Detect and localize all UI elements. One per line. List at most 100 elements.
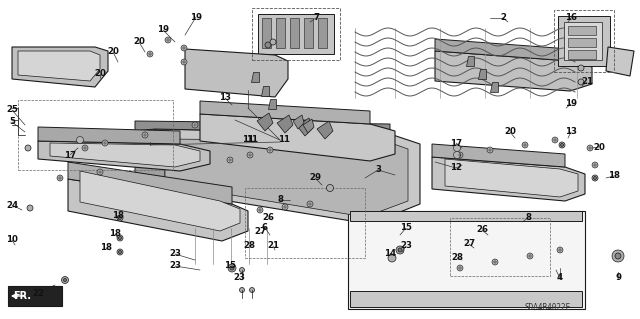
Polygon shape — [435, 51, 592, 91]
Circle shape — [230, 266, 234, 270]
Circle shape — [239, 287, 244, 293]
Polygon shape — [80, 171, 240, 231]
Text: 23: 23 — [400, 241, 412, 250]
Text: 19: 19 — [157, 26, 169, 34]
Bar — [290, 18, 299, 48]
Polygon shape — [68, 162, 232, 204]
Circle shape — [192, 122, 198, 128]
Bar — [262, 18, 271, 48]
Circle shape — [593, 176, 596, 180]
Polygon shape — [12, 47, 108, 87]
Circle shape — [454, 152, 461, 159]
Text: 21: 21 — [267, 241, 279, 250]
Text: 11: 11 — [278, 136, 290, 145]
Bar — [558, 16, 610, 66]
Text: 11: 11 — [242, 135, 254, 144]
Text: 23: 23 — [233, 273, 245, 283]
Circle shape — [57, 175, 63, 181]
Circle shape — [527, 253, 533, 259]
Polygon shape — [185, 49, 288, 97]
Circle shape — [561, 144, 563, 146]
Polygon shape — [293, 115, 304, 129]
Circle shape — [587, 145, 593, 151]
Polygon shape — [135, 129, 165, 189]
Text: 20: 20 — [504, 128, 516, 137]
Circle shape — [118, 236, 122, 240]
Polygon shape — [348, 211, 585, 309]
Text: 13: 13 — [219, 93, 231, 102]
Circle shape — [77, 137, 83, 144]
Bar — [252, 8, 340, 60]
Polygon shape — [165, 139, 408, 217]
Circle shape — [117, 249, 123, 255]
Bar — [554, 10, 614, 72]
Polygon shape — [303, 119, 314, 133]
Circle shape — [142, 132, 148, 138]
Text: SDA4B4022E: SDA4B4022E — [525, 303, 571, 313]
Circle shape — [492, 259, 498, 265]
Circle shape — [117, 215, 123, 221]
Polygon shape — [135, 121, 390, 134]
Bar — [8, 286, 62, 306]
Circle shape — [25, 145, 31, 151]
Bar — [568, 50, 596, 59]
Text: 3: 3 — [375, 166, 381, 174]
Circle shape — [559, 142, 565, 148]
Polygon shape — [200, 101, 370, 124]
Polygon shape — [261, 86, 269, 96]
Text: 20: 20 — [107, 48, 119, 56]
Bar — [245, 188, 365, 258]
Bar — [18, 100, 173, 170]
Polygon shape — [606, 47, 634, 76]
Circle shape — [388, 254, 396, 262]
Polygon shape — [432, 144, 565, 167]
Text: 16: 16 — [565, 13, 577, 23]
Text: 5: 5 — [9, 117, 15, 127]
Text: 29: 29 — [309, 174, 321, 182]
Circle shape — [457, 265, 463, 271]
Bar — [318, 18, 327, 48]
Circle shape — [265, 42, 271, 48]
Bar — [304, 18, 313, 48]
Circle shape — [227, 157, 233, 163]
Polygon shape — [435, 39, 570, 61]
Polygon shape — [251, 72, 259, 82]
Text: 4: 4 — [557, 273, 563, 283]
Circle shape — [282, 204, 288, 210]
Circle shape — [487, 147, 493, 153]
Circle shape — [557, 247, 563, 253]
Polygon shape — [466, 56, 474, 66]
Polygon shape — [317, 121, 333, 139]
Text: 28: 28 — [451, 254, 463, 263]
Polygon shape — [38, 127, 180, 144]
Text: 27: 27 — [463, 240, 475, 249]
Text: 20: 20 — [133, 38, 145, 47]
Text: 17: 17 — [64, 151, 76, 160]
Text: 20: 20 — [94, 70, 106, 78]
Polygon shape — [18, 51, 100, 81]
Text: 17: 17 — [450, 138, 462, 147]
Text: 19: 19 — [565, 100, 577, 108]
Polygon shape — [277, 115, 293, 133]
Circle shape — [326, 184, 333, 191]
Polygon shape — [445, 159, 578, 197]
Bar — [568, 38, 596, 47]
Polygon shape — [268, 99, 276, 109]
Text: 13: 13 — [565, 128, 577, 137]
Bar — [450, 218, 550, 276]
Polygon shape — [50, 143, 200, 167]
Text: 23: 23 — [169, 249, 181, 258]
Text: 26: 26 — [476, 226, 488, 234]
Circle shape — [228, 264, 236, 272]
Text: 12: 12 — [450, 164, 462, 173]
Text: 14: 14 — [384, 249, 396, 257]
Text: 28: 28 — [243, 241, 255, 250]
Text: 10: 10 — [6, 235, 18, 244]
Circle shape — [147, 51, 153, 57]
Text: 27: 27 — [254, 227, 266, 236]
Circle shape — [181, 59, 187, 65]
Text: 25: 25 — [6, 106, 18, 115]
Text: 18: 18 — [100, 243, 112, 253]
Circle shape — [398, 248, 402, 252]
Circle shape — [454, 145, 461, 152]
